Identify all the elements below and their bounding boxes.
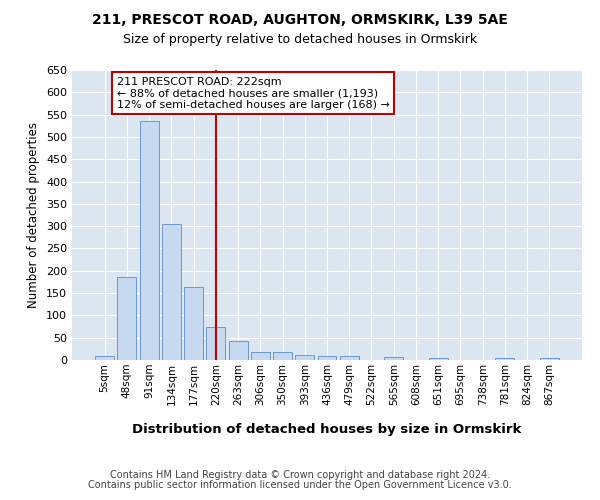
Bar bbox=[317, 356, 337, 360]
Bar bbox=[273, 352, 292, 360]
Bar bbox=[184, 288, 203, 360]
Bar bbox=[162, 224, 181, 360]
Text: Distribution of detached houses by size in Ormskirk: Distribution of detached houses by size … bbox=[133, 422, 521, 436]
Text: 211 PRESCOT ROAD: 222sqm
← 88% of detached houses are smaller (1,193)
12% of sem: 211 PRESCOT ROAD: 222sqm ← 88% of detach… bbox=[117, 76, 390, 110]
Bar bbox=[118, 278, 136, 360]
Bar bbox=[429, 358, 448, 360]
Bar bbox=[340, 356, 359, 360]
Y-axis label: Number of detached properties: Number of detached properties bbox=[28, 122, 40, 308]
Bar bbox=[140, 122, 158, 360]
Text: Size of property relative to detached houses in Ormskirk: Size of property relative to detached ho… bbox=[123, 32, 477, 46]
Bar bbox=[295, 354, 314, 360]
Bar bbox=[95, 356, 114, 360]
Text: Contains HM Land Registry data © Crown copyright and database right 2024.: Contains HM Land Registry data © Crown c… bbox=[110, 470, 490, 480]
Text: Contains public sector information licensed under the Open Government Licence v3: Contains public sector information licen… bbox=[88, 480, 512, 490]
Bar bbox=[206, 326, 225, 360]
Bar bbox=[251, 352, 270, 360]
Bar bbox=[540, 358, 559, 360]
Bar bbox=[229, 342, 248, 360]
Bar bbox=[496, 358, 514, 360]
Text: 211, PRESCOT ROAD, AUGHTON, ORMSKIRK, L39 5AE: 211, PRESCOT ROAD, AUGHTON, ORMSKIRK, L3… bbox=[92, 12, 508, 26]
Bar bbox=[384, 357, 403, 360]
